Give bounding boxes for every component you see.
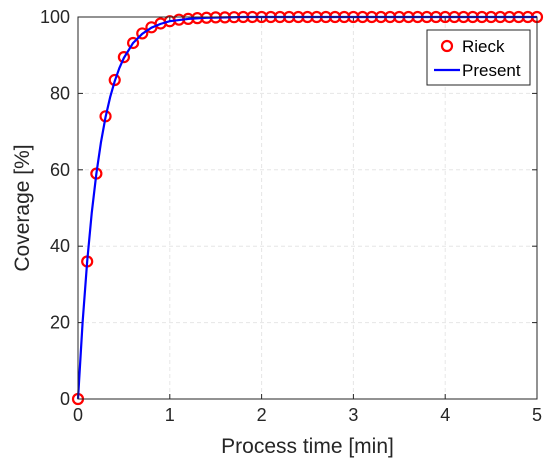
data-point-rieck — [126, 36, 140, 50]
y-axis-title: Coverage [%] — [11, 144, 34, 271]
y-tick-label: 0 — [60, 389, 70, 409]
x-tick-label: 4 — [440, 405, 450, 425]
y-tick-label: 20 — [50, 313, 70, 333]
legend-label-rieck: Rieck — [462, 37, 505, 56]
y-tick-label: 80 — [50, 83, 70, 103]
x-tick-label: 1 — [165, 405, 175, 425]
legend-label-present: Present — [462, 61, 521, 80]
x-tick-label: 2 — [257, 405, 267, 425]
y-tick-label: 100 — [40, 7, 70, 27]
x-tick-label: 3 — [348, 405, 358, 425]
x-tick-label: 0 — [73, 405, 83, 425]
tick-labels: 0 1 2 3 4 5 0 20 40 60 80 100 — [40, 7, 542, 425]
legend-marker-rieck — [440, 39, 454, 53]
legend-box — [426, 29, 531, 86]
data-point-rieck — [117, 51, 131, 64]
plot-frame — [77, 16, 538, 400]
y-tick-label: 60 — [50, 160, 70, 180]
x-tick-label: 5 — [532, 405, 542, 425]
data-point-rieck — [136, 27, 149, 40]
y-tick-label: 40 — [50, 236, 70, 256]
x-axis-title: Process time [min] — [221, 435, 394, 458]
legend: Rieck Present — [426, 29, 531, 86]
